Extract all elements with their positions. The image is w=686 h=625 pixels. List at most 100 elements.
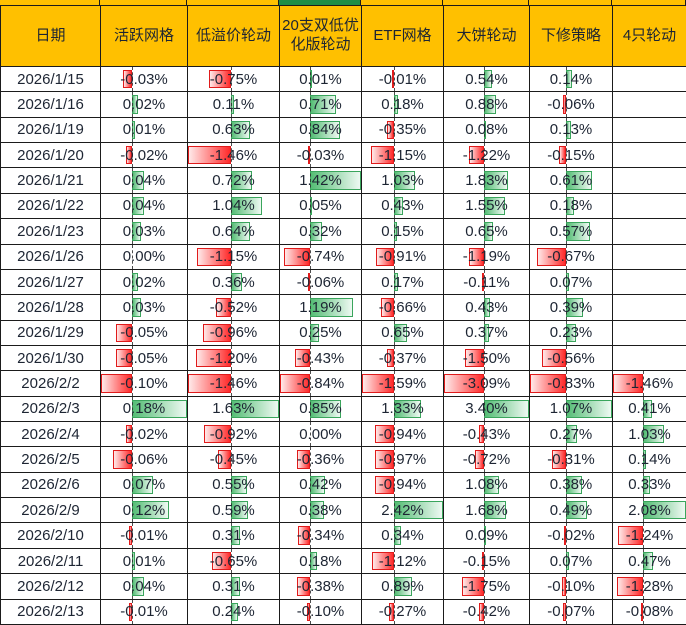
value-cell-active-grid[interactable]: 0.04% (100, 167, 188, 194)
value-cell-etf-grid[interactable]: -1.59% (361, 370, 444, 397)
value-cell-big-pie-rotation[interactable]: 0.54% (443, 65, 530, 93)
value-cell-active-grid[interactable]: -0.02% (100, 421, 188, 448)
value-cell-double-low-20-optimized[interactable]: 0.38% (279, 497, 362, 524)
value-cell-downward-revision-strategy[interactable]: 0.18% (529, 192, 613, 220)
value-cell-four-fund-rotation[interactable] (612, 218, 686, 245)
date-cell[interactable]: 2026/1/26 (0, 243, 101, 270)
value-cell-big-pie-rotation[interactable]: 0.65% (443, 218, 530, 245)
value-cell-four-fund-rotation[interactable] (612, 294, 686, 321)
value-cell-double-low-20-optimized[interactable]: 0.05% (279, 192, 362, 220)
value-cell-low-premium-rotation[interactable]: 0.63% (187, 116, 280, 144)
value-cell-low-premium-rotation[interactable]: -1.15% (187, 243, 280, 270)
value-cell-downward-revision-strategy[interactable]: 0.38% (529, 471, 613, 499)
date-cell[interactable]: 2026/1/23 (0, 218, 101, 245)
value-cell-downward-revision-strategy[interactable]: 0.27% (529, 421, 613, 448)
value-cell-active-grid[interactable]: 0.01% (100, 547, 188, 575)
value-cell-low-premium-rotation[interactable]: 0.31% (187, 573, 280, 600)
value-cell-four-fund-rotation[interactable]: -1.28% (612, 573, 686, 600)
value-cell-four-fund-rotation[interactable] (612, 319, 686, 346)
value-cell-downward-revision-strategy[interactable]: -0.06% (529, 91, 613, 118)
column-header-four-fund-rotation[interactable]: 4只轮动 (612, 5, 686, 67)
value-cell-double-low-20-optimized[interactable]: 0.85% (279, 395, 362, 423)
value-cell-four-fund-rotation[interactable]: -1.24% (612, 522, 686, 549)
value-cell-low-premium-rotation[interactable]: -0.52% (187, 294, 280, 321)
value-cell-low-premium-rotation[interactable]: -0.65% (187, 547, 280, 575)
value-cell-etf-grid[interactable]: 0.43% (361, 192, 444, 220)
value-cell-four-fund-rotation[interactable] (612, 192, 686, 220)
value-cell-big-pie-rotation[interactable]: 1.55% (443, 192, 530, 220)
value-cell-active-grid[interactable]: 0.07% (100, 471, 188, 499)
value-cell-double-low-20-optimized[interactable]: 0.01% (279, 65, 362, 93)
value-cell-big-pie-rotation[interactable]: -3.09% (443, 370, 530, 397)
value-cell-downward-revision-strategy[interactable]: 0.07% (529, 268, 613, 296)
value-cell-big-pie-rotation[interactable]: 0.08% (443, 116, 530, 144)
value-cell-downward-revision-strategy[interactable]: 0.61% (529, 167, 613, 194)
value-cell-downward-revision-strategy[interactable]: 0.13% (529, 116, 613, 144)
value-cell-etf-grid[interactable]: -0.27% (361, 598, 444, 625)
value-cell-etf-grid[interactable]: -0.94% (361, 421, 444, 448)
value-cell-four-fund-rotation[interactable]: 0.14% (612, 446, 686, 473)
value-cell-downward-revision-strategy[interactable]: -0.67% (529, 243, 613, 270)
date-cell[interactable]: 2026/1/29 (0, 319, 101, 346)
value-cell-double-low-20-optimized[interactable]: 0.84% (279, 116, 362, 144)
value-cell-etf-grid[interactable]: 0.89% (361, 573, 444, 600)
date-cell[interactable]: 2026/2/13 (0, 598, 101, 625)
value-cell-double-low-20-optimized[interactable]: -0.03% (279, 142, 362, 169)
value-cell-big-pie-rotation[interactable]: -1.22% (443, 142, 530, 169)
value-cell-four-fund-rotation[interactable] (612, 142, 686, 169)
date-cell[interactable]: 2026/1/21 (0, 167, 101, 194)
value-cell-four-fund-rotation[interactable]: -1.46% (612, 370, 686, 397)
date-cell[interactable]: 2026/1/27 (0, 268, 101, 296)
value-cell-active-grid[interactable]: 0.04% (100, 573, 188, 600)
date-cell[interactable]: 2026/2/2 (0, 370, 101, 397)
value-cell-double-low-20-optimized[interactable]: 0.32% (279, 218, 362, 245)
value-cell-active-grid[interactable]: -0.03% (100, 65, 188, 93)
value-cell-four-fund-rotation[interactable] (612, 268, 686, 296)
date-cell[interactable]: 2026/2/10 (0, 522, 101, 549)
value-cell-etf-grid[interactable]: 0.34% (361, 522, 444, 549)
value-cell-four-fund-rotation[interactable]: 1.03% (612, 421, 686, 448)
date-cell[interactable]: 2026/2/11 (0, 547, 101, 575)
column-header-downward-revision-strategy[interactable]: 下修策略 (529, 5, 613, 67)
value-cell-low-premium-rotation[interactable]: -0.92% (187, 421, 280, 448)
value-cell-etf-grid[interactable]: -0.66% (361, 294, 444, 321)
value-cell-downward-revision-strategy[interactable]: -0.83% (529, 370, 613, 397)
value-cell-etf-grid[interactable]: -0.94% (361, 471, 444, 499)
value-cell-low-premium-rotation[interactable]: 0.24% (187, 598, 280, 625)
value-cell-etf-grid[interactable]: 1.03% (361, 167, 444, 194)
value-cell-low-premium-rotation[interactable]: -0.75% (187, 65, 280, 93)
value-cell-downward-revision-strategy[interactable]: -0.10% (529, 573, 613, 600)
date-cell[interactable]: 2026/2/3 (0, 395, 101, 423)
value-cell-etf-grid[interactable]: -0.01% (361, 65, 444, 93)
value-cell-etf-grid[interactable]: -1.12% (361, 547, 444, 575)
value-cell-low-premium-rotation[interactable]: -1.20% (187, 344, 280, 372)
value-cell-big-pie-rotation[interactable]: -0.15% (443, 547, 530, 575)
value-cell-downward-revision-strategy[interactable]: 0.57% (529, 218, 613, 245)
value-cell-double-low-20-optimized[interactable]: -0.84% (279, 370, 362, 397)
value-cell-active-grid[interactable]: -0.01% (100, 522, 188, 549)
value-cell-big-pie-rotation[interactable]: 0.09% (443, 522, 530, 549)
value-cell-four-fund-rotation[interactable]: 0.47% (612, 547, 686, 575)
value-cell-low-premium-rotation[interactable]: 0.59% (187, 497, 280, 524)
date-cell[interactable]: 2026/1/30 (0, 344, 101, 372)
value-cell-four-fund-rotation[interactable] (612, 167, 686, 194)
date-cell[interactable]: 2026/1/28 (0, 294, 101, 321)
value-cell-etf-grid[interactable]: 0.17% (361, 268, 444, 296)
column-header-double-low-20-optimized[interactable]: 20支双低优化版轮动 (279, 5, 362, 67)
value-cell-active-grid[interactable]: -0.01% (100, 598, 188, 625)
value-cell-etf-grid[interactable]: -1.15% (361, 142, 444, 169)
value-cell-big-pie-rotation[interactable]: -0.42% (443, 598, 530, 625)
column-header-low-premium-rotation[interactable]: 低溢价轮动 (187, 5, 280, 67)
value-cell-active-grid[interactable]: 0.18% (100, 395, 188, 423)
value-cell-downward-revision-strategy[interactable]: -0.15% (529, 142, 613, 169)
value-cell-downward-revision-strategy[interactable]: -0.02% (529, 522, 613, 549)
value-cell-double-low-20-optimized[interactable]: -0.38% (279, 573, 362, 600)
value-cell-big-pie-rotation[interactable]: 1.83% (443, 167, 530, 194)
date-cell[interactable]: 2026/1/19 (0, 116, 101, 144)
date-cell[interactable]: 2026/2/6 (0, 471, 101, 499)
value-cell-downward-revision-strategy[interactable]: 0.49% (529, 497, 613, 524)
value-cell-big-pie-rotation[interactable]: -0.43% (443, 421, 530, 448)
value-cell-big-pie-rotation[interactable]: -1.50% (443, 344, 530, 372)
value-cell-etf-grid[interactable]: -0.97% (361, 446, 444, 473)
date-cell[interactable]: 2026/1/22 (0, 192, 101, 220)
